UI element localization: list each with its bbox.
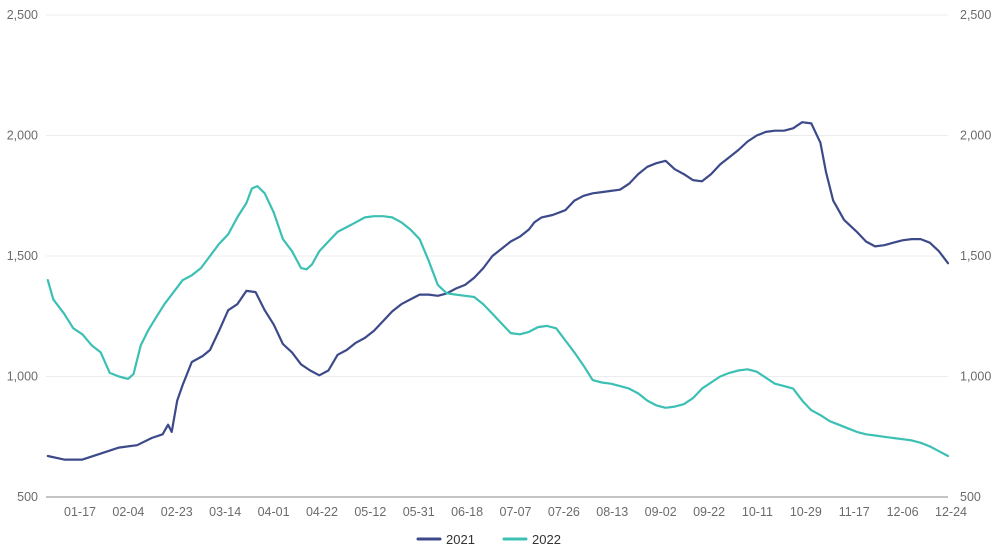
x-tick-label: 07-26 [548, 505, 580, 519]
y-tick-label-left: 1,500 [7, 249, 38, 263]
x-tick-label: 07-07 [500, 505, 532, 519]
x-tick-label: 10-11 [742, 505, 773, 519]
legend-label-2021: 2021 [446, 532, 475, 547]
x-tick-label: 02-23 [161, 505, 193, 519]
y-tick-label-left: 2,500 [7, 8, 38, 22]
y-tick-label-right: 1,500 [960, 249, 991, 263]
x-tick-label: 09-22 [693, 505, 725, 519]
axis-layer: 2,500 2,500 2,000 2,000 1,500 1,500 1,000 1,000… [7, 8, 992, 519]
x-tick-label: 01-17 [64, 505, 96, 519]
y-tick-label-left: 500 [17, 490, 38, 504]
x-tick-label: 05-12 [354, 505, 386, 519]
y-tick-label-right: 2,500 [960, 8, 991, 22]
x-tick-label: 12-06 [887, 505, 919, 519]
grid-layer [46, 14, 948, 377]
y-tick-label-right: 2,000 [960, 129, 991, 143]
x-tick-label: 02-04 [112, 505, 144, 519]
y-tick-label-left: 2,000 [7, 129, 38, 143]
x-tick-label: 09-02 [645, 505, 677, 519]
x-tick-label: 05-31 [403, 505, 435, 519]
series-line-2022 [46, 185, 950, 458]
x-tick-label: 06-18 [451, 505, 483, 519]
legend-label-2022: 2022 [532, 532, 561, 547]
x-tick-label: 12-24 [935, 505, 967, 519]
y-tick-label-left: 1,000 [7, 370, 38, 384]
y-tick-label-right: 1,000 [960, 370, 991, 384]
legend: 2021 2022 [416, 532, 561, 547]
x-tick-label: 11-17 [839, 505, 870, 519]
x-tick-label: 04-22 [306, 505, 338, 519]
y-tick-label-right: 500 [960, 490, 981, 504]
x-tick-label: 03-14 [209, 505, 241, 519]
x-tick-label: 10-29 [790, 505, 822, 519]
x-tick-label: 08-13 [596, 505, 628, 519]
series-layer [46, 121, 950, 461]
x-tick-label: 04-01 [258, 505, 290, 519]
series-line-2021 [46, 121, 950, 461]
